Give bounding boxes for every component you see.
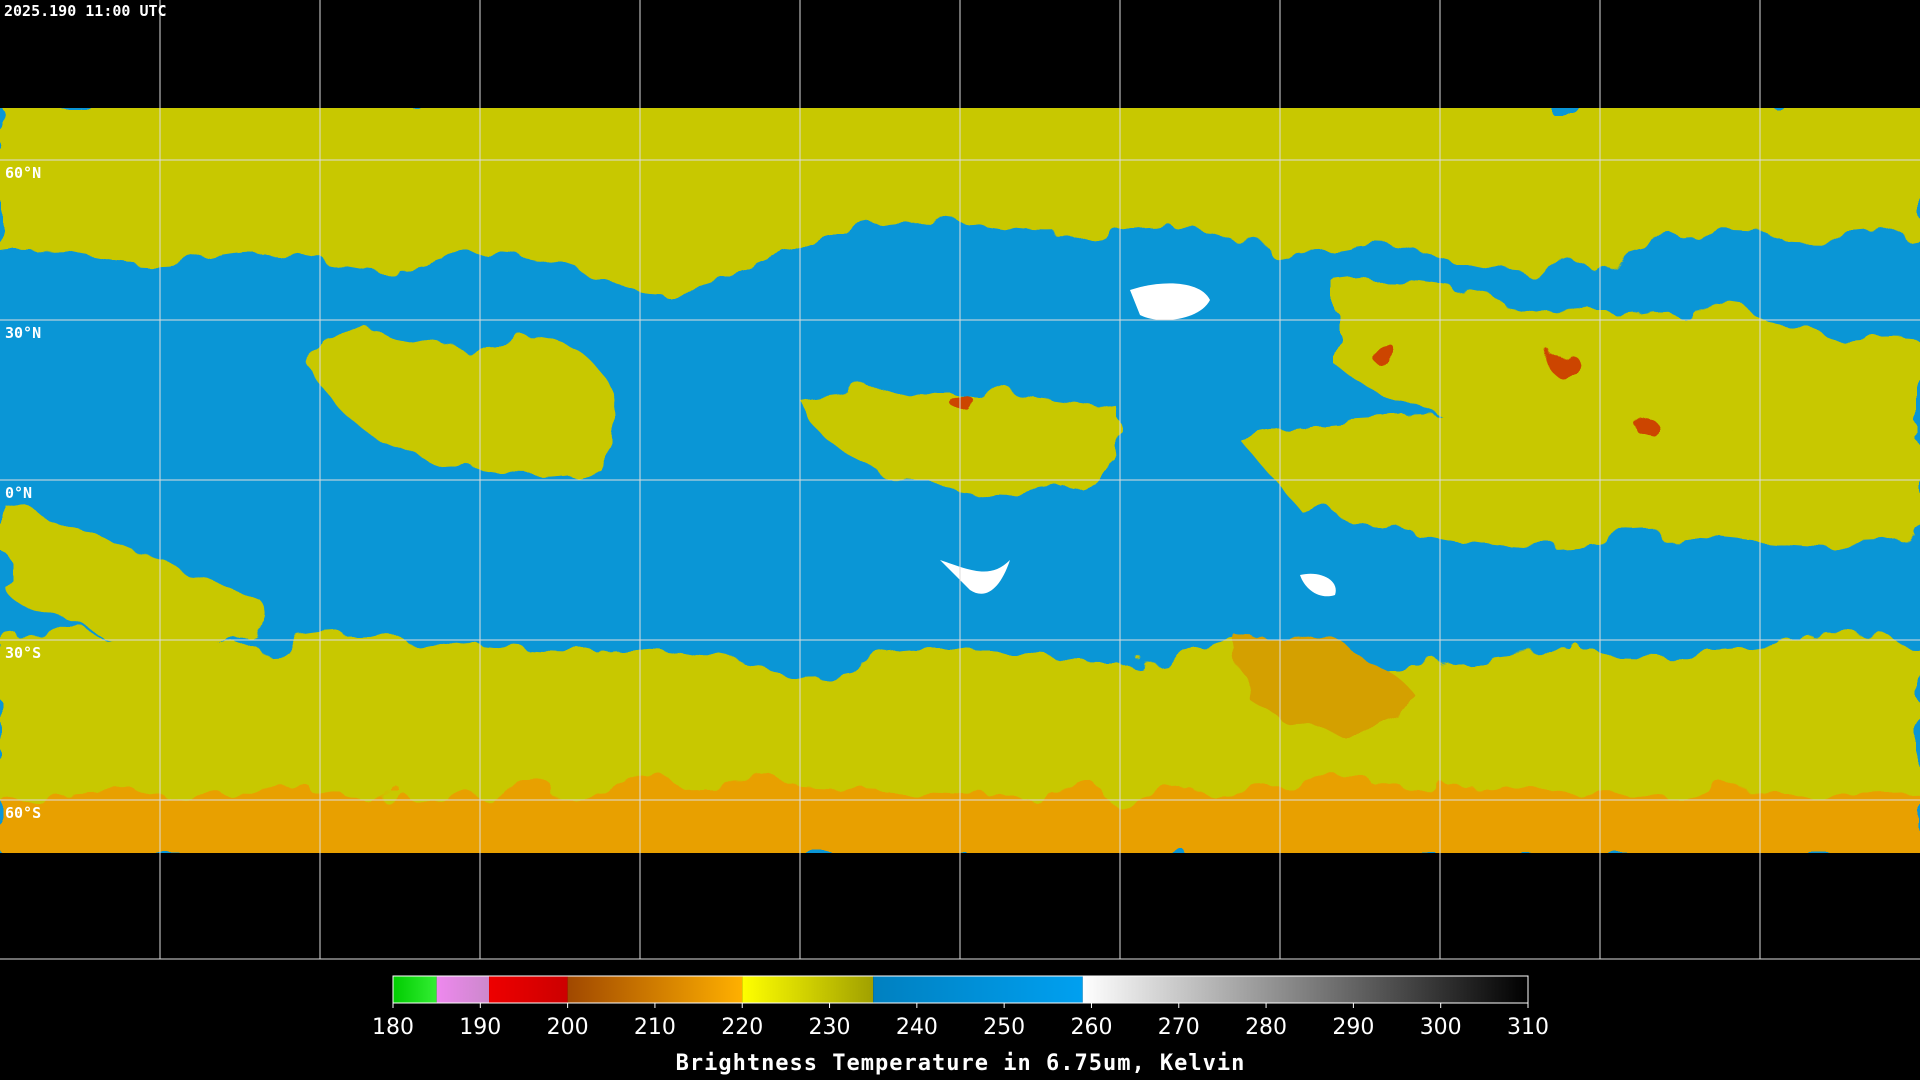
colorbar-tick-label: 240 [896,1015,938,1040]
colorbar-segment [873,976,1083,1003]
latitude-label: 60°S [5,804,41,822]
dry-patch [940,560,1010,594]
latitude-label: 0°N [5,484,32,502]
colorbar-frame [392,975,1529,1004]
colorbar-tick-label: 270 [1158,1015,1200,1040]
colorbar-tick-label: 200 [547,1015,589,1040]
dry-patch [1130,283,1210,320]
colorbar-segment [436,976,490,1003]
colorbar-segment [1082,976,1528,1003]
colorbar-segment [489,976,568,1003]
latitude-label: 60°N [5,164,41,182]
colorbar-segment [742,976,874,1003]
dry-patch [1300,573,1336,597]
colorbar-tick-label: 290 [1332,1015,1374,1040]
colorbar-tick-label: 180 [372,1015,414,1040]
graticule [0,0,1920,960]
colorbar-tick-label: 220 [721,1015,763,1040]
colorbar-tick-label: 260 [1070,1015,1112,1040]
colorbar-tick-label: 230 [809,1015,851,1040]
colorbar-segment [393,976,437,1003]
colorbar-tick-label: 210 [634,1015,676,1040]
colorbar-segment [567,976,743,1003]
colorbar-tick-label: 190 [459,1015,501,1040]
colorbar-tick-label: 250 [983,1015,1025,1040]
timestamp: 2025.190 11:00 UTC [4,2,167,20]
colorbar-tick-label: 280 [1245,1015,1287,1040]
colorbar-tick-label: 310 [1507,1015,1549,1040]
colorbar-tick-label: 300 [1420,1015,1462,1040]
latitude-label: 30°N [5,324,41,342]
colorbar-title: Brightness Temperature in 6.75um, Kelvin [676,1051,1246,1076]
latitude-label: 30°S [5,644,41,662]
